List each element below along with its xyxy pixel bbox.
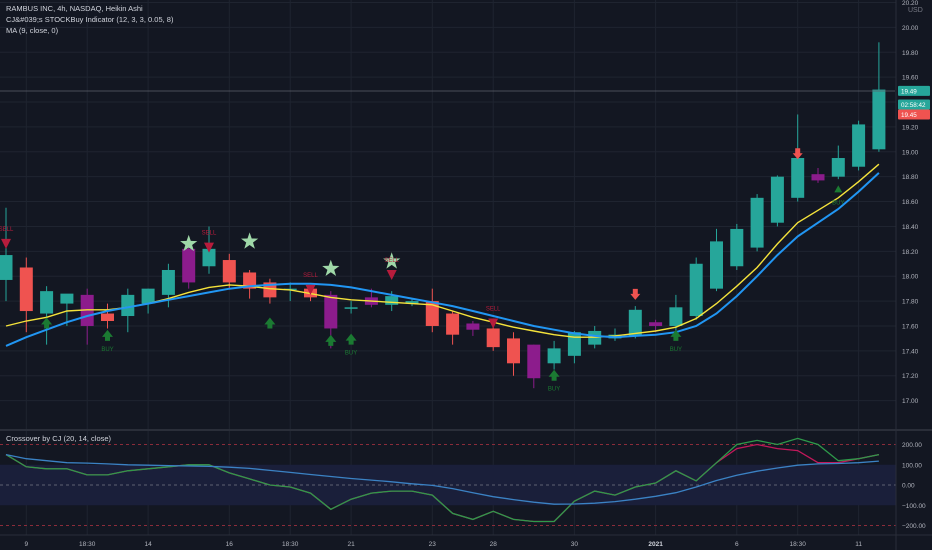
price-tags: 19.49 02:58:42 19.45 (898, 86, 930, 120)
candle-body (20, 268, 33, 312)
candle-body (872, 90, 885, 150)
price-tick-label: 18.40 (902, 224, 919, 231)
candle-body (60, 294, 73, 304)
currency-label: USD (908, 7, 923, 14)
time-tick-label: 11 (855, 541, 862, 548)
candle-body (812, 174, 825, 180)
candle-body (0, 255, 13, 280)
candle-body (548, 348, 561, 363)
candle-body (40, 291, 53, 313)
osc-tick-label: −200.00 (902, 523, 926, 530)
candle-body (730, 229, 743, 266)
time-tick-label: 16 (226, 541, 234, 548)
time-tick-label: 6 (735, 541, 739, 548)
ma-legend[interactable]: MA (9, close, 0) (6, 26, 59, 35)
candle-body (487, 328, 500, 347)
candle-body (649, 322, 662, 326)
time-tick-label: 30 (571, 541, 579, 548)
price-tick-label: 17.40 (902, 348, 919, 355)
time-tick-label: 14 (144, 541, 152, 548)
price-tick-label: 18.80 (902, 174, 919, 181)
candle-body (466, 323, 479, 329)
price-tick-label: 19.20 (902, 124, 919, 131)
symbol-legend[interactable]: RAMBUS INC, 4h, NASDAQ, Heikin Ashi (6, 4, 143, 13)
sell-label: SELL (303, 273, 318, 279)
time-tick-label: 2021 (648, 541, 663, 548)
candle-body (142, 289, 155, 304)
candle-body (527, 345, 540, 379)
price-tag-text: 19.49 (901, 88, 917, 95)
candle-body (162, 270, 175, 295)
osc-tick-label: 200.00 (902, 442, 922, 449)
time-tick-label: 23 (429, 541, 437, 548)
sell-label: SELL (202, 231, 217, 237)
price-tick-label: 20.00 (902, 25, 919, 32)
candle-body (385, 296, 398, 305)
price-tick-label: 17.00 (902, 398, 919, 405)
price-tick-label: 19.60 (902, 75, 919, 82)
candle-body (345, 307, 358, 309)
candle-body (751, 198, 764, 248)
candle-body (710, 241, 723, 288)
price-tick-label: 19.80 (902, 50, 919, 57)
candle-body (182, 249, 195, 283)
time-tick-label: 21 (347, 541, 355, 548)
candle-body (832, 158, 845, 177)
price-tick-label: 17.20 (902, 373, 919, 380)
indicator-legend[interactable]: CJ&#039;s STOCKBuy Indicator (12, 3, 3, … (6, 15, 174, 24)
candle-body (101, 314, 114, 321)
sell-label: SELL (384, 258, 399, 264)
candle-body (568, 332, 581, 356)
time-tick-label: 18:30 (790, 541, 807, 548)
price-tag-text: 02:58:42 (901, 102, 926, 109)
osc-tick-label: −100.00 (902, 503, 926, 510)
price-tick-label: 20.20 (902, 0, 919, 7)
candle-body (791, 158, 804, 198)
candle-body (852, 124, 865, 166)
candle-body (771, 177, 784, 223)
buy-label: BUY (345, 351, 357, 357)
price-tick-label: 19.00 (902, 149, 919, 156)
sell-label: SELL (486, 307, 501, 313)
price-tick-label: 17.80 (902, 299, 919, 306)
candle-body (223, 260, 236, 282)
candle-body (507, 338, 520, 363)
buy-label: BUY (832, 200, 844, 206)
candle-body (324, 295, 337, 329)
price-tick-label: 17.60 (902, 323, 919, 330)
time-tick-label: 18:30 (79, 541, 96, 548)
candle-body (629, 310, 642, 336)
sell-label: SELL (0, 227, 14, 233)
buy-label: BUY (548, 387, 560, 393)
price-tag-text: 19.45 (901, 112, 917, 119)
candle-body (690, 264, 703, 316)
buy-label: BUY (670, 347, 682, 353)
oscillator-legend[interactable]: Crossover by CJ (20, 14, close) (6, 434, 112, 443)
time-tick-label: 28 (490, 541, 498, 548)
price-tick-label: 18.60 (902, 199, 919, 206)
price-tick-label: 18.20 (902, 249, 919, 256)
osc-tick-label: 0.00 (902, 483, 915, 490)
price-tick-label: 18.00 (902, 274, 919, 281)
time-tick-label: 9 (24, 541, 28, 548)
candle-body (121, 295, 134, 316)
time-tick-label: 18:30 (282, 541, 299, 548)
candle-body (669, 307, 682, 326)
buy-label: BUY (101, 347, 113, 353)
osc-tick-label: 100.00 (902, 462, 922, 469)
candle-body (446, 314, 459, 335)
